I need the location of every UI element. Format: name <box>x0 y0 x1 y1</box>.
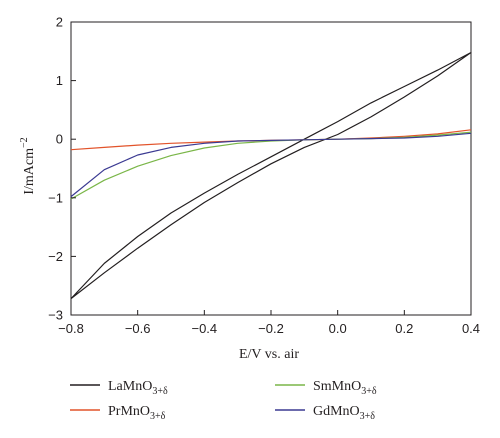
legend-label-lamno: LaMnO3+δ <box>108 379 168 397</box>
y-tick-label: −1 <box>48 190 63 205</box>
x-tick-label: −0.4 <box>191 321 217 336</box>
series-line-lamno <box>70 51 472 300</box>
series-line-smmno <box>70 131 472 200</box>
y-tick-label: −3 <box>48 308 63 323</box>
legend-label-prmno: PrMnO3+δ <box>108 404 166 422</box>
x-tick-label: −0.6 <box>125 321 151 336</box>
y-tick-label: −2 <box>48 249 63 264</box>
series-line-gdmno <box>70 132 472 198</box>
series-line-prmno <box>70 129 472 151</box>
x-tick-label: 0.4 <box>462 321 480 336</box>
legend-label-smmno: SmMnO3+δ <box>313 379 377 397</box>
x-axis-title: E/V vs. air <box>239 347 299 362</box>
legend-label-gdmno: GdMnO3+δ <box>313 404 375 422</box>
y-tick-label: 2 <box>56 15 63 30</box>
y-axis-title: I/mAcm−2 <box>19 137 37 194</box>
y-axis-title-text: I/mAcm <box>22 148 37 195</box>
x-tick-label: 0.0 <box>329 321 347 336</box>
legend: LaMnO3+δ SmMnO3+δ PrMnO3+δ GdMnO3+δ <box>70 379 377 422</box>
y-tick-label: 1 <box>56 73 63 88</box>
y-axis-title-sup: −2 <box>19 137 30 148</box>
series-lines <box>70 51 472 300</box>
y-tick-label: 0 <box>56 132 63 147</box>
axis-ticks: −0.8 −0.6 −0.4 −0.2 0.0 0.2 0.4 −3 −2 −1 0 1 2 <box>48 15 480 337</box>
x-tick-label: −0.8 <box>58 321 84 336</box>
x-tick-label: −0.2 <box>258 321 284 336</box>
x-tick-label: 0.2 <box>395 321 413 336</box>
